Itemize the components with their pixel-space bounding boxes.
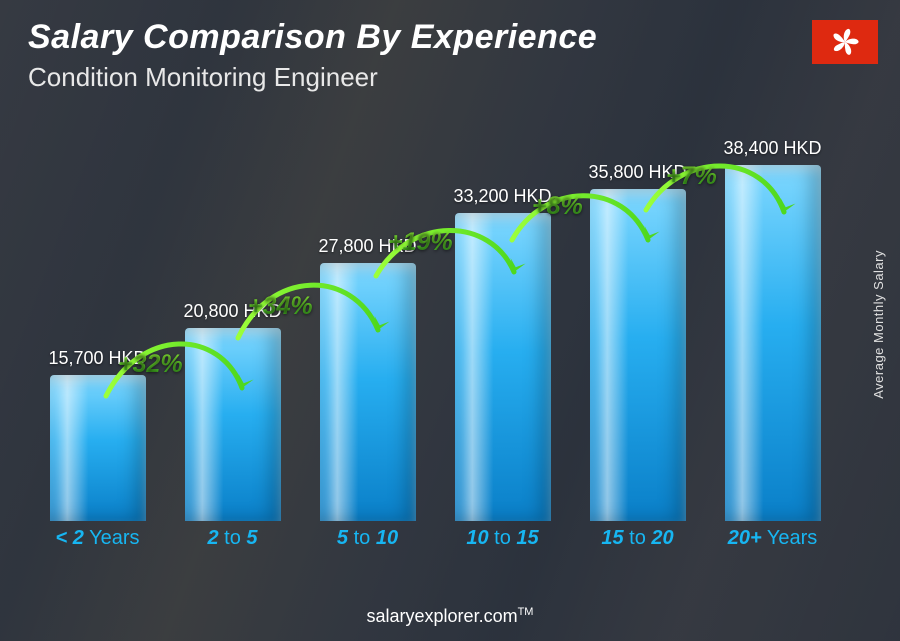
bar	[185, 328, 281, 521]
y-axis-label: Average Monthly Salary	[871, 250, 886, 399]
page-title: Salary Comparison By Experience	[28, 18, 597, 57]
footer-brand: salaryexplorer.comTM	[0, 606, 900, 627]
increase-percent: +32%	[118, 350, 183, 379]
x-axis-label: 2 to 5	[165, 521, 300, 561]
chart-canvas: Salary Comparison By Experience Conditio…	[0, 0, 900, 641]
bar-slot: 27,800 HKD	[300, 120, 435, 521]
bar	[455, 213, 551, 521]
bar	[50, 375, 146, 521]
bar-value-label: 38,400 HKD	[723, 138, 821, 159]
x-axis-label: 5 to 10	[300, 521, 435, 561]
x-axis-label: < 2 Years	[30, 521, 165, 561]
bar-slot: 15,700 HKD	[30, 120, 165, 521]
x-axis-label: 15 to 20	[570, 521, 705, 561]
x-axis-label: 10 to 15	[435, 521, 570, 561]
bauhinia-icon	[827, 24, 863, 60]
bar	[590, 189, 686, 521]
increase-percent: +19%	[388, 228, 453, 257]
increase-percent: +7%	[666, 162, 717, 191]
bar-slot: 33,200 HKD	[435, 120, 570, 521]
page-subtitle: Condition Monitoring Engineer	[28, 62, 378, 93]
x-axis-label: 20+ Years	[705, 521, 840, 561]
x-axis-labels: < 2 Years2 to 55 to 1010 to 1515 to 2020…	[30, 521, 840, 561]
bar-group: 15,700 HKD20,800 HKD27,800 HKD33,200 HKD…	[30, 120, 840, 521]
brand-text: salaryexplorer.com	[367, 606, 518, 626]
bar-slot: 38,400 HKD	[705, 120, 840, 521]
increase-percent: +34%	[248, 292, 313, 321]
flag-hong-kong	[812, 20, 878, 64]
trademark-symbol: TM	[518, 606, 534, 618]
bar-chart: 15,700 HKD20,800 HKD27,800 HKD33,200 HKD…	[30, 120, 840, 561]
increase-percent: +8%	[532, 192, 583, 221]
bar	[725, 165, 821, 521]
bar	[320, 263, 416, 521]
